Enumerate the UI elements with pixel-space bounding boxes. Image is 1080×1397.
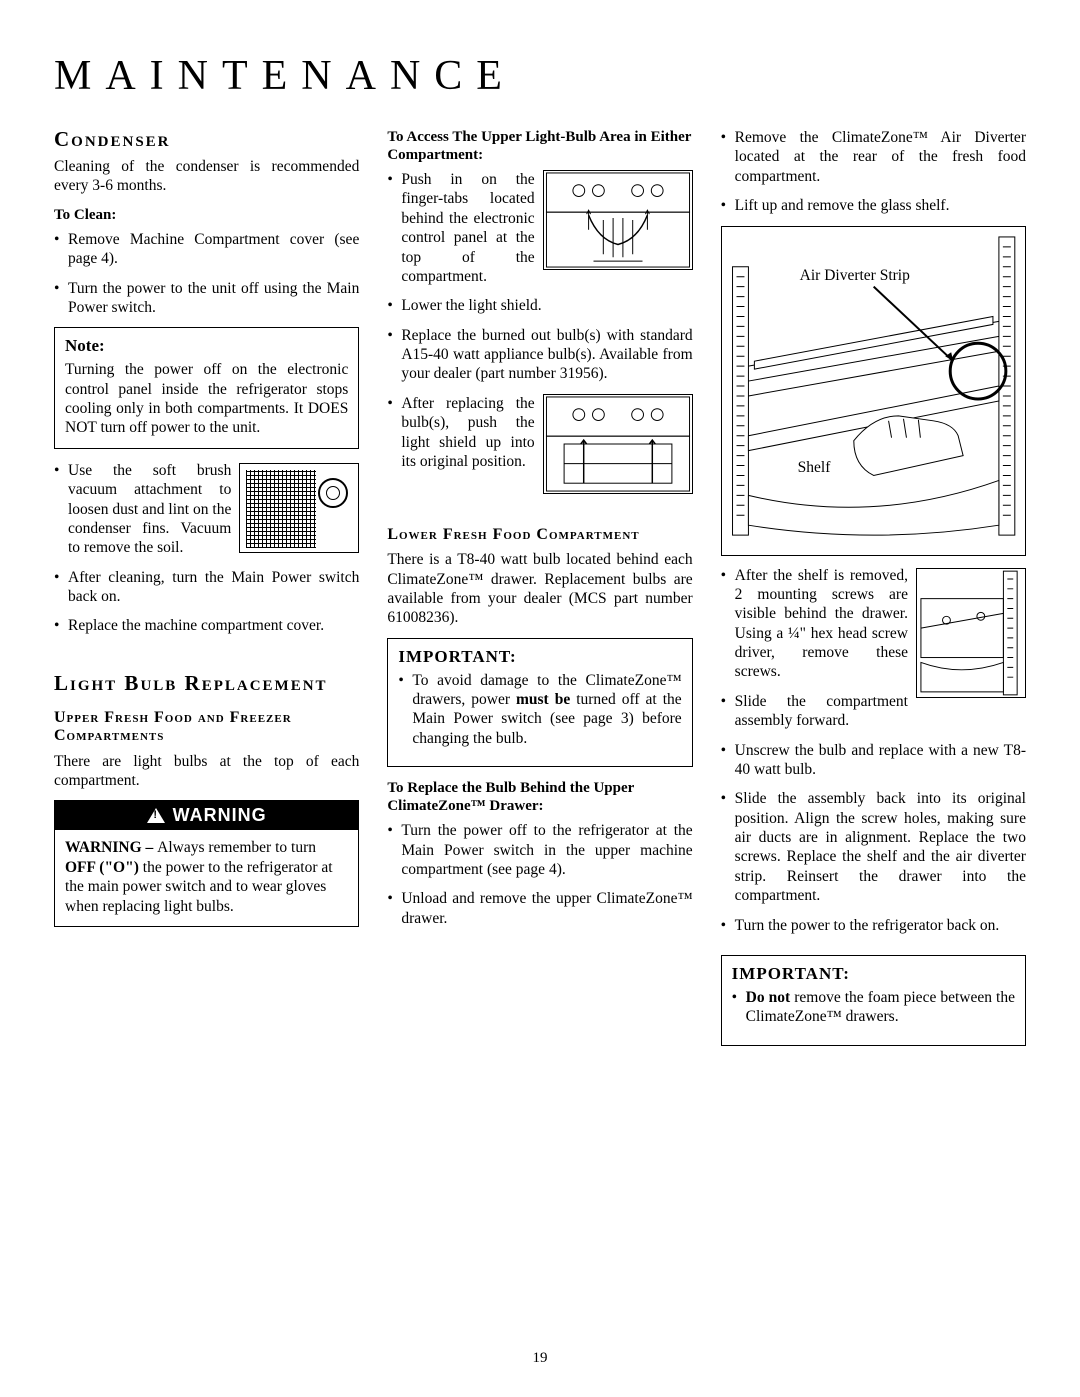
col3-item: After the shelf is removed, 2 mounting s… [721, 566, 1026, 682]
col3-item: Slide the compartment assembly forward. [721, 692, 1026, 731]
figure-label-diverter: Air Diverter Strip [800, 267, 910, 284]
warning-prefix: WARNING – [65, 839, 157, 856]
lightbulb-heading: Light Bulb Replacement [54, 672, 359, 695]
figure-label-shelf: Shelf [798, 459, 831, 477]
warning-box: WARNING WARNING – Always remember to tur… [54, 800, 359, 927]
upper-compartments-text: There are light bulbs at the top of each… [54, 752, 359, 791]
access-item-text: After replacing the bulb(s), push the li… [401, 395, 534, 470]
to-clean-heading: To Clean: [54, 206, 359, 224]
condenser-fan-icon [318, 478, 348, 508]
after-clean-item: Use the soft brush vacuum attachment to … [54, 461, 359, 558]
page-title: MAINTENANCE [54, 52, 1026, 100]
access-heading: To Access The Upper Light-Bulb Area in E… [387, 128, 692, 164]
upper-compartments-heading: Upper Fresh Food and Freezer Compartment… [54, 709, 359, 746]
col3-mid-list: After the shelf is removed, 2 mounting s… [721, 566, 1026, 945]
condenser-figure [239, 463, 359, 553]
note-text: Turning the power off on the electronic … [65, 360, 348, 438]
note-box: Note: Turning the power off on the elect… [54, 327, 359, 449]
lower-compartment-heading: Lower Fresh Food Compartment [387, 526, 692, 544]
access-item: After replacing the bulb(s), push the li… [387, 394, 692, 498]
lower-compartment-text: There is a T8-40 watt bulb located behin… [387, 550, 692, 628]
content-columns: Condenser Cleaning of the condenser is r… [54, 128, 1026, 1058]
column-2: To Access The Upper Light-Bulb Area in E… [387, 128, 692, 1058]
note-heading: Note: [65, 336, 348, 356]
warning-triangle-icon [147, 808, 165, 823]
replace-list: Turn the power off to the refrigerator a… [387, 821, 692, 928]
push-tabs-figure [543, 170, 693, 270]
col3-item: Remove the ClimateZone™ Air Diverter loc… [721, 128, 1026, 186]
after-clean-list: Use the soft brush vacuum attachment to … [54, 461, 359, 646]
access-item: Lower the light shield. [387, 296, 692, 315]
col3-item: Slide the assembly back into its origina… [721, 789, 1026, 905]
replace-shield-figure [543, 394, 693, 494]
replace-item: Unload and remove the upper ClimateZone™… [387, 889, 692, 928]
col3-item: Lift up and remove the glass shelf. [721, 196, 1026, 215]
condenser-intro: Cleaning of the condenser is recommended… [54, 157, 359, 196]
access-item: Push in on the finger-tabs located behin… [387, 170, 692, 286]
important-box-1: Important: To avoid damage to the Climat… [387, 638, 692, 768]
page-number: 19 [0, 1350, 1080, 1367]
col3-item: Turn the power to the refrigerator back … [721, 916, 1026, 935]
access-item-text: Push in on the finger-tabs located behin… [401, 171, 534, 285]
important-item-2: Do not remove the foam piece between the… [732, 988, 1015, 1027]
condenser-heading: Condenser [54, 128, 359, 151]
important-bold: must be [516, 691, 570, 708]
important-list: To avoid damage to the ClimateZone™ draw… [398, 671, 681, 749]
access-item: Replace the burned out bulb(s) with stan… [387, 326, 692, 384]
important-heading-2: Important: [732, 964, 1015, 984]
access-list: Push in on the finger-tabs located behin… [387, 170, 692, 508]
col3-item: Unscrew the bulb and replace with a new … [721, 741, 1026, 780]
important-heading: Important: [398, 647, 681, 667]
warning-off-bold: OFF ("O") [65, 859, 139, 876]
column-1: Condenser Cleaning of the condenser is r… [54, 128, 359, 1058]
condenser-grill-icon [246, 470, 316, 548]
important-bold-2: Do not [746, 989, 791, 1006]
important-item: To avoid damage to the ClimateZone™ draw… [398, 671, 681, 749]
shelf-figure: Air Diverter Strip Shelf [721, 226, 1026, 556]
column-3: Remove the ClimateZone™ Air Diverter loc… [721, 128, 1026, 1058]
replace-item: Turn the power off to the refrigerator a… [387, 821, 692, 879]
important-list-2: Do not remove the foam piece between the… [732, 988, 1015, 1027]
screws-figure [916, 568, 1026, 698]
after-clean-item: After cleaning, turn the Main Power swit… [54, 568, 359, 607]
clean-item: Turn the power to the unit off using the… [54, 279, 359, 318]
replace-bulb-heading: To Replace the Bulb Behind the Upper Cli… [387, 779, 692, 815]
warning-body: WARNING – Always remember to turn OFF ("… [55, 830, 358, 926]
after-clean-item: Replace the machine compartment cover. [54, 616, 359, 635]
warning-header: WARNING [55, 801, 358, 830]
col3-item-text: After the shelf is removed, 2 mounting s… [735, 567, 908, 681]
warning-text-1: Always remember to turn [157, 839, 316, 856]
warning-label: WARNING [173, 805, 267, 826]
after-clean-text: Use the soft brush vacuum attachment to … [68, 462, 231, 557]
col3-top-list: Remove the ClimateZone™ Air Diverter loc… [721, 128, 1026, 216]
clean-list: Remove Machine Compartment cover (see pa… [54, 230, 359, 318]
important-box-2: Important: Do not remove the foam piece … [721, 955, 1026, 1046]
clean-item: Remove Machine Compartment cover (see pa… [54, 230, 359, 269]
